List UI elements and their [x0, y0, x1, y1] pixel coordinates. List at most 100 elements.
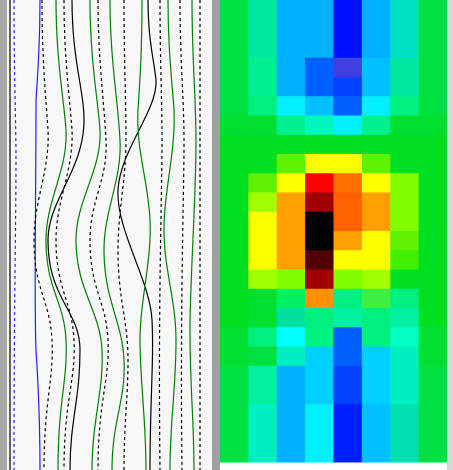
heat-cell: [361, 57, 391, 78]
heat-cell: [220, 19, 249, 39]
heat-cell: [276, 385, 306, 405]
heat-cell: [361, 346, 391, 367]
heat-cell: [276, 173, 306, 193]
heat-cell: [276, 154, 306, 174]
heat-cell: [276, 423, 306, 444]
heat-cell: [248, 404, 278, 424]
heat-cell: [361, 404, 391, 424]
heat-cell: [305, 231, 334, 251]
heat-cell: [390, 423, 420, 444]
heat-cell: [333, 423, 363, 444]
heat-cell: [333, 115, 363, 136]
heat-cell: [390, 365, 420, 386]
heat-cell: [220, 77, 249, 97]
heat-cell: [305, 442, 334, 463]
heat-cell: [248, 19, 278, 39]
heat-cell: [276, 365, 306, 386]
heat-cell: [333, 308, 363, 328]
heat-cell: [390, 57, 420, 78]
heat-cell: [390, 173, 420, 193]
heat-cell: [418, 211, 448, 232]
heat-cell: [220, 96, 249, 116]
trace: [55, 0, 75, 470]
heat-cell: [276, 404, 306, 424]
heat-cell: [361, 288, 391, 309]
heat-cell: [333, 250, 363, 270]
heat-cell: [361, 327, 391, 347]
trace: [13, 0, 17, 470]
heat-cell: [276, 57, 306, 78]
heat-cell: [248, 327, 278, 347]
heat-cell: [220, 154, 249, 174]
heat-cell: [248, 192, 278, 213]
heat-cell: [418, 154, 448, 174]
heat-cell: [333, 173, 363, 193]
heat-cell: [220, 231, 249, 251]
heat-cell: [361, 423, 391, 444]
heat-cell: [248, 423, 278, 444]
heat-cell: [220, 365, 249, 386]
left-frame: [0, 0, 7, 470]
heat-cell: [248, 96, 278, 116]
splitter[interactable]: [212, 0, 220, 470]
heat-cell: [220, 442, 249, 463]
heat-cell: [276, 231, 306, 251]
right-frame: [447, 0, 453, 470]
heat-cell: [276, 327, 306, 347]
heat-cell: [248, 308, 278, 328]
heat-cell: [361, 385, 391, 405]
heat-cell: [305, 115, 334, 136]
heat-cell: [276, 442, 306, 463]
heat-cell: [220, 404, 249, 424]
heat-cell: [333, 19, 363, 39]
heat-cell: [220, 38, 249, 59]
heat-cell: [248, 250, 278, 270]
heat-cell: [333, 404, 363, 424]
heat-cell: [305, 327, 334, 347]
heat-cell: [418, 38, 448, 59]
heat-cell: [390, 96, 420, 116]
heat-cell: [220, 288, 249, 309]
heat-cell: [390, 269, 420, 290]
heat-cell: [276, 192, 306, 213]
heat-cell: [333, 288, 363, 309]
heat-cell: [220, 308, 249, 328]
heat-cell: [361, 134, 391, 155]
heat-cell: [333, 134, 363, 155]
heat-cell: [390, 288, 420, 309]
heat-cell: [276, 38, 306, 59]
heat-cell: [333, 327, 363, 347]
heat-cell: [220, 115, 249, 136]
heat-cell: [276, 19, 306, 39]
heat-cell: [248, 154, 278, 174]
heat-cell: [276, 288, 306, 309]
heat-cell: [361, 38, 391, 59]
heat-cell: [418, 192, 448, 213]
heat-cell: [248, 115, 278, 136]
heat-cell: [220, 423, 249, 444]
trace-panel: [7, 0, 212, 470]
heat-cell: [390, 19, 420, 39]
heat-cell: [305, 423, 334, 444]
heat-cell: [220, 57, 249, 78]
heat-cell: [305, 77, 334, 97]
heat-cell: [305, 154, 334, 174]
heat-cell: [220, 269, 249, 290]
heat-cell: [418, 327, 448, 347]
heat-cell: [333, 154, 363, 174]
heat-cell: [248, 38, 278, 59]
heat-cell: [418, 288, 448, 309]
traces: [9, 0, 201, 470]
heat-cell: [390, 134, 420, 155]
heat-cell: [248, 288, 278, 309]
heat-cell: [276, 134, 306, 155]
heat-cell: [305, 404, 334, 424]
heat-cell: [248, 0, 278, 20]
heat-cell: [305, 365, 334, 386]
heat-cell: [418, 0, 448, 20]
heat-cell: [418, 115, 448, 136]
heat-cell: [361, 365, 391, 386]
heat-cell: [418, 308, 448, 328]
heat-cell: [333, 346, 363, 367]
heat-cell: [418, 385, 448, 405]
